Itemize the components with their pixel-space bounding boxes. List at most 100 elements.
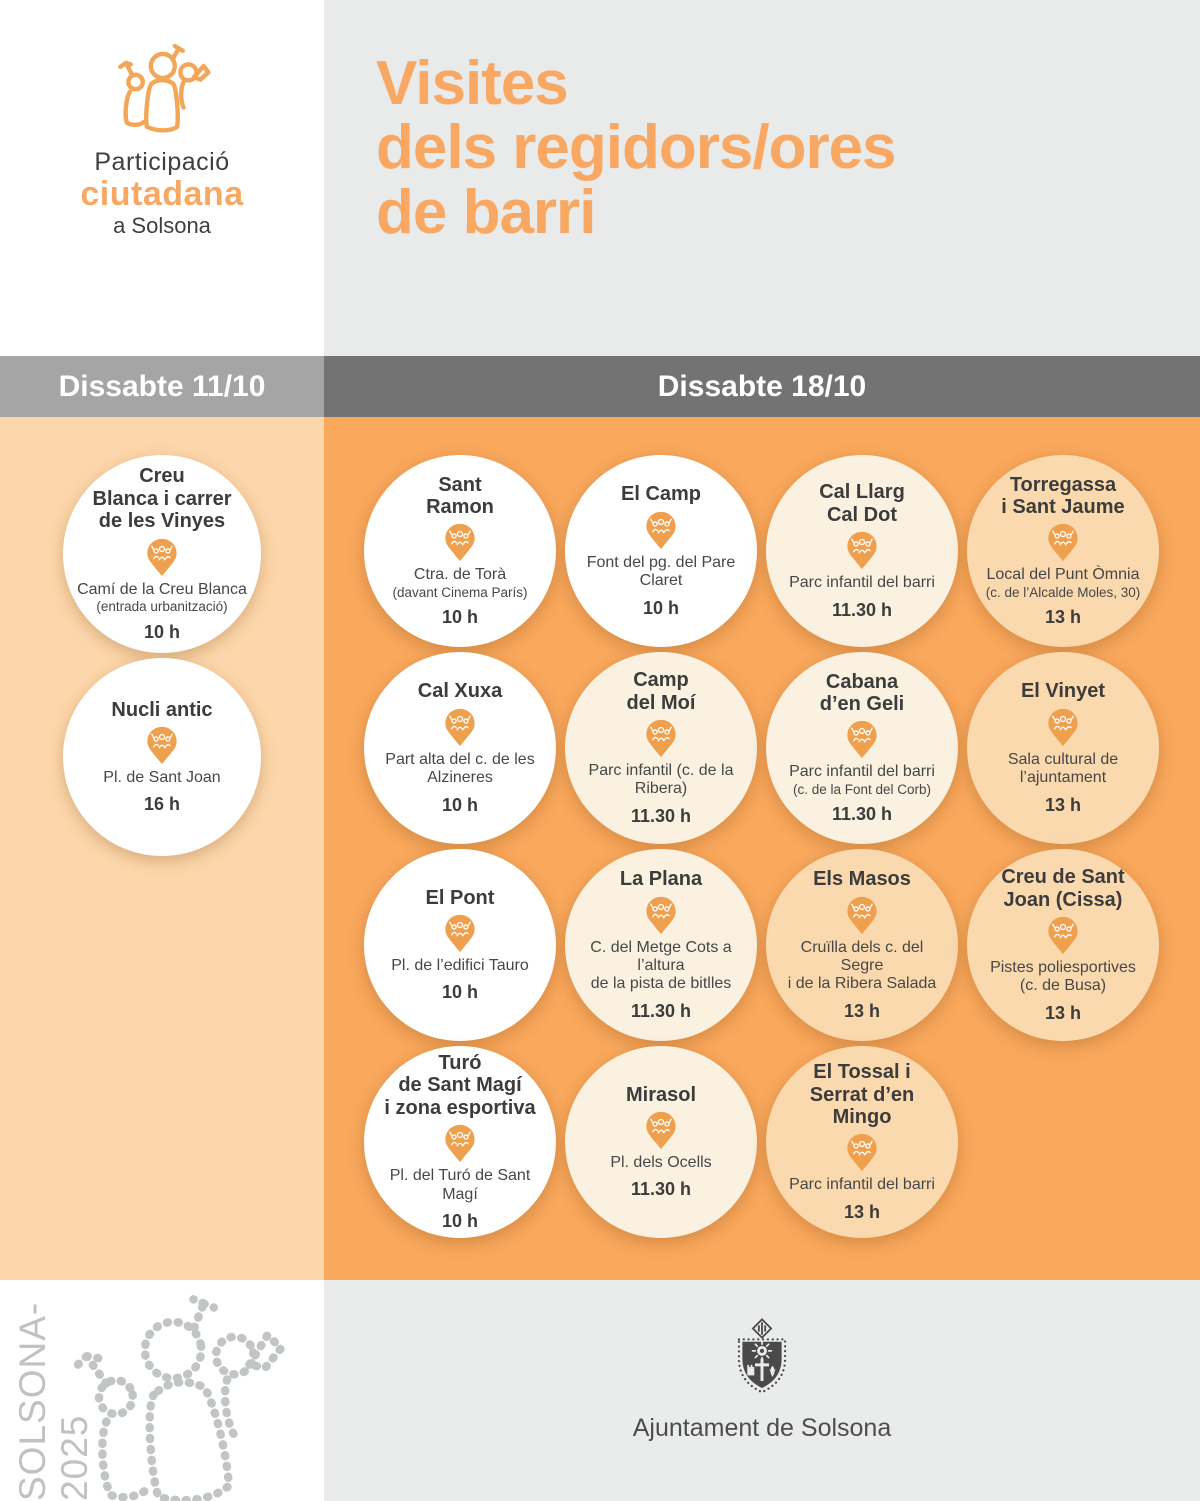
event-name: La Plana xyxy=(619,868,703,891)
event-name: Torregassa i Sant Jaume xyxy=(1001,473,1125,519)
column-header-dissabte-11-10: Dissabte 11/10 xyxy=(0,356,324,417)
event-time: 11.30 h xyxy=(630,805,692,826)
event-location: Ctra. de Torà xyxy=(413,566,507,584)
event-name: El Vinyet xyxy=(1020,680,1106,703)
event-location: Pl. de Sant Joan xyxy=(103,769,221,786)
event-location: Parc infantil del barri xyxy=(789,763,935,781)
event-circle: Cal Llarg Cal Dot Parc infantil del barr… xyxy=(766,455,958,647)
event-name: El Pont xyxy=(425,886,495,909)
event-time: 11.30 h xyxy=(630,1179,692,1200)
location-pin-icon xyxy=(146,726,178,765)
org-name: Ajuntament de Solsona xyxy=(632,1414,892,1442)
halftone-people-logo-icon xyxy=(40,1280,319,1501)
event-time: 10 h xyxy=(441,1210,479,1231)
event-circle: Sant Ramon Ctra. de Torà (davant Cinema … xyxy=(364,455,556,647)
event-circle: Cabana d’en Geli Parc infantil del barri… xyxy=(766,652,958,844)
event-time: 13 h xyxy=(1044,607,1082,628)
location-pin-icon xyxy=(846,720,878,759)
event-name: Sant Ramon xyxy=(426,473,494,519)
event-name: Creu de Sant Joan (Cissa) xyxy=(1001,866,1125,911)
event-location: Parc infantil del barri xyxy=(789,574,935,592)
event-circle: El Pont Pl. de l’edifici Tauro 10 h xyxy=(364,849,556,1041)
event-location-detail: (c. de l’Alcalde Moles, 30) xyxy=(985,584,1141,600)
event-location: Font del pg. del Pare Claret xyxy=(586,553,736,590)
event-location: Cruïlla dels c. del Segre i de la Ribera… xyxy=(787,938,937,993)
event-time: 11.30 h xyxy=(831,804,893,825)
event-circle: Torregassa i Sant Jaume Local del Punt Ò… xyxy=(967,455,1159,647)
event-location: Part alta del c. de les Alzineres xyxy=(385,750,535,787)
event-name: Cal Llarg Cal Dot xyxy=(819,481,905,526)
event-time: 11.30 h xyxy=(630,1000,692,1021)
event-location: Sala cultural de l’ajuntament xyxy=(1007,750,1119,787)
location-pin-icon xyxy=(444,523,476,562)
title-block: Visites dels regidors/ores de barri xyxy=(324,0,1200,356)
event-location-detail: (davant Cinema París) xyxy=(392,584,528,600)
event-location: Parc infantil del barri xyxy=(789,1176,935,1194)
location-pin-icon xyxy=(645,896,677,935)
events-column-18-10: Sant Ramon Ctra. de Torà (davant Cinema … xyxy=(324,417,1200,1280)
events-area: Creu Blanca i carrer de les Vinyes Camí … xyxy=(0,417,1200,1280)
brand-line-1: Participació xyxy=(94,148,230,176)
event-circle: Nucli antic Pl. de Sant Joan 16 h xyxy=(63,658,261,856)
brand-line-3: a Solsona xyxy=(113,212,211,238)
event-time: 10 h xyxy=(441,607,479,628)
location-pin-icon xyxy=(645,1111,677,1150)
event-circle: Els Masos Cruïlla dels c. del Segre i de… xyxy=(766,849,958,1041)
location-pin-icon xyxy=(1047,523,1079,562)
event-time: 10 h xyxy=(642,597,680,618)
events-column-11-10: Creu Blanca i carrer de les Vinyes Camí … xyxy=(0,417,324,1280)
top-band: Participació ciutadana a Solsona Visites… xyxy=(0,0,1200,356)
event-circle: La Plana C. del Metge Cots a l’altura de… xyxy=(565,849,757,1041)
event-time: 10 h xyxy=(441,794,479,815)
location-pin-icon xyxy=(846,1133,878,1172)
event-circle: El Tossal i Serrat d’en Mingo Parc infan… xyxy=(766,1046,958,1238)
date-bars: Dissabte 11/10 Dissabte 18/10 xyxy=(0,356,1200,417)
event-name: Nucli antic xyxy=(111,698,213,721)
event-circle: Mirasol Pl. dels Ocells 11.30 h xyxy=(565,1046,757,1238)
event-time: 13 h xyxy=(1044,794,1082,815)
event-location: Local del Punt Òmnia xyxy=(986,566,1140,584)
event-circle: Camp del Moí Parc infantil (c. de la Rib… xyxy=(565,652,757,844)
footer: SOLSONA-2025 xyxy=(0,1280,1200,1501)
participacio-logo-icon xyxy=(96,42,228,138)
event-name: Cal Xuxa xyxy=(417,680,503,703)
event-name: Creu Blanca i carrer de les Vinyes xyxy=(92,465,232,533)
event-time: 13 h xyxy=(1044,1002,1082,1023)
event-location: Camí de la Creu Blanca xyxy=(77,580,247,598)
event-time: 16 h xyxy=(143,794,181,815)
event-location: Pl. del Turó de Sant Magí xyxy=(389,1167,531,1203)
page-title: Visites dels regidors/ores de barri xyxy=(376,49,897,247)
event-location: Pistes poliesportives (c. de Busa) xyxy=(990,959,1136,995)
location-pin-icon xyxy=(444,708,476,747)
event-name: Cabana d’en Geli xyxy=(819,670,905,716)
location-pin-icon xyxy=(846,531,878,570)
halftone-logo-wrap xyxy=(58,1284,314,1501)
event-name: El Tossal i Serrat d’en Mingo xyxy=(809,1061,915,1128)
event-name: Mirasol xyxy=(625,1083,697,1106)
event-circle: El Vinyet Sala cultural de l’ajuntament … xyxy=(967,652,1159,844)
event-circle: Creu Blanca i carrer de les Vinyes Camí … xyxy=(63,455,261,653)
event-time: 13 h xyxy=(843,1000,881,1021)
event-circle: Cal Xuxa Part alta del c. de les Alziner… xyxy=(364,652,556,844)
brand-block: Participació ciutadana a Solsona xyxy=(0,0,324,356)
event-name: El Camp xyxy=(620,483,702,506)
event-name: Turó de Sant Magí i zona esportiva xyxy=(384,1052,536,1119)
location-pin-icon xyxy=(645,719,677,758)
event-circle: Turó de Sant Magí i zona esportiva Pl. d… xyxy=(364,1046,556,1238)
event-name: Camp del Moí xyxy=(626,669,696,714)
location-pin-icon xyxy=(146,538,178,577)
footer-left: SOLSONA-2025 xyxy=(0,1280,324,1501)
footer-right: Ajuntament de Solsona xyxy=(324,1280,1200,1501)
location-pin-icon xyxy=(444,914,476,953)
event-location-detail: (entrada urbanització) xyxy=(96,599,228,615)
event-location: Pl. de l’edifici Tauro xyxy=(391,957,529,974)
event-location: C. del Metge Cots a l’altura de la pista… xyxy=(590,938,732,993)
column-header-dissabte-18-10: Dissabte 18/10 xyxy=(324,356,1200,417)
event-location-detail: (c. de la Font del Corb) xyxy=(792,781,932,797)
location-pin-icon xyxy=(846,896,878,935)
solsona-coat-of-arms-icon xyxy=(737,1318,787,1394)
location-pin-icon xyxy=(444,1124,476,1163)
event-time: 10 h xyxy=(143,621,181,642)
location-pin-icon xyxy=(1047,708,1079,747)
